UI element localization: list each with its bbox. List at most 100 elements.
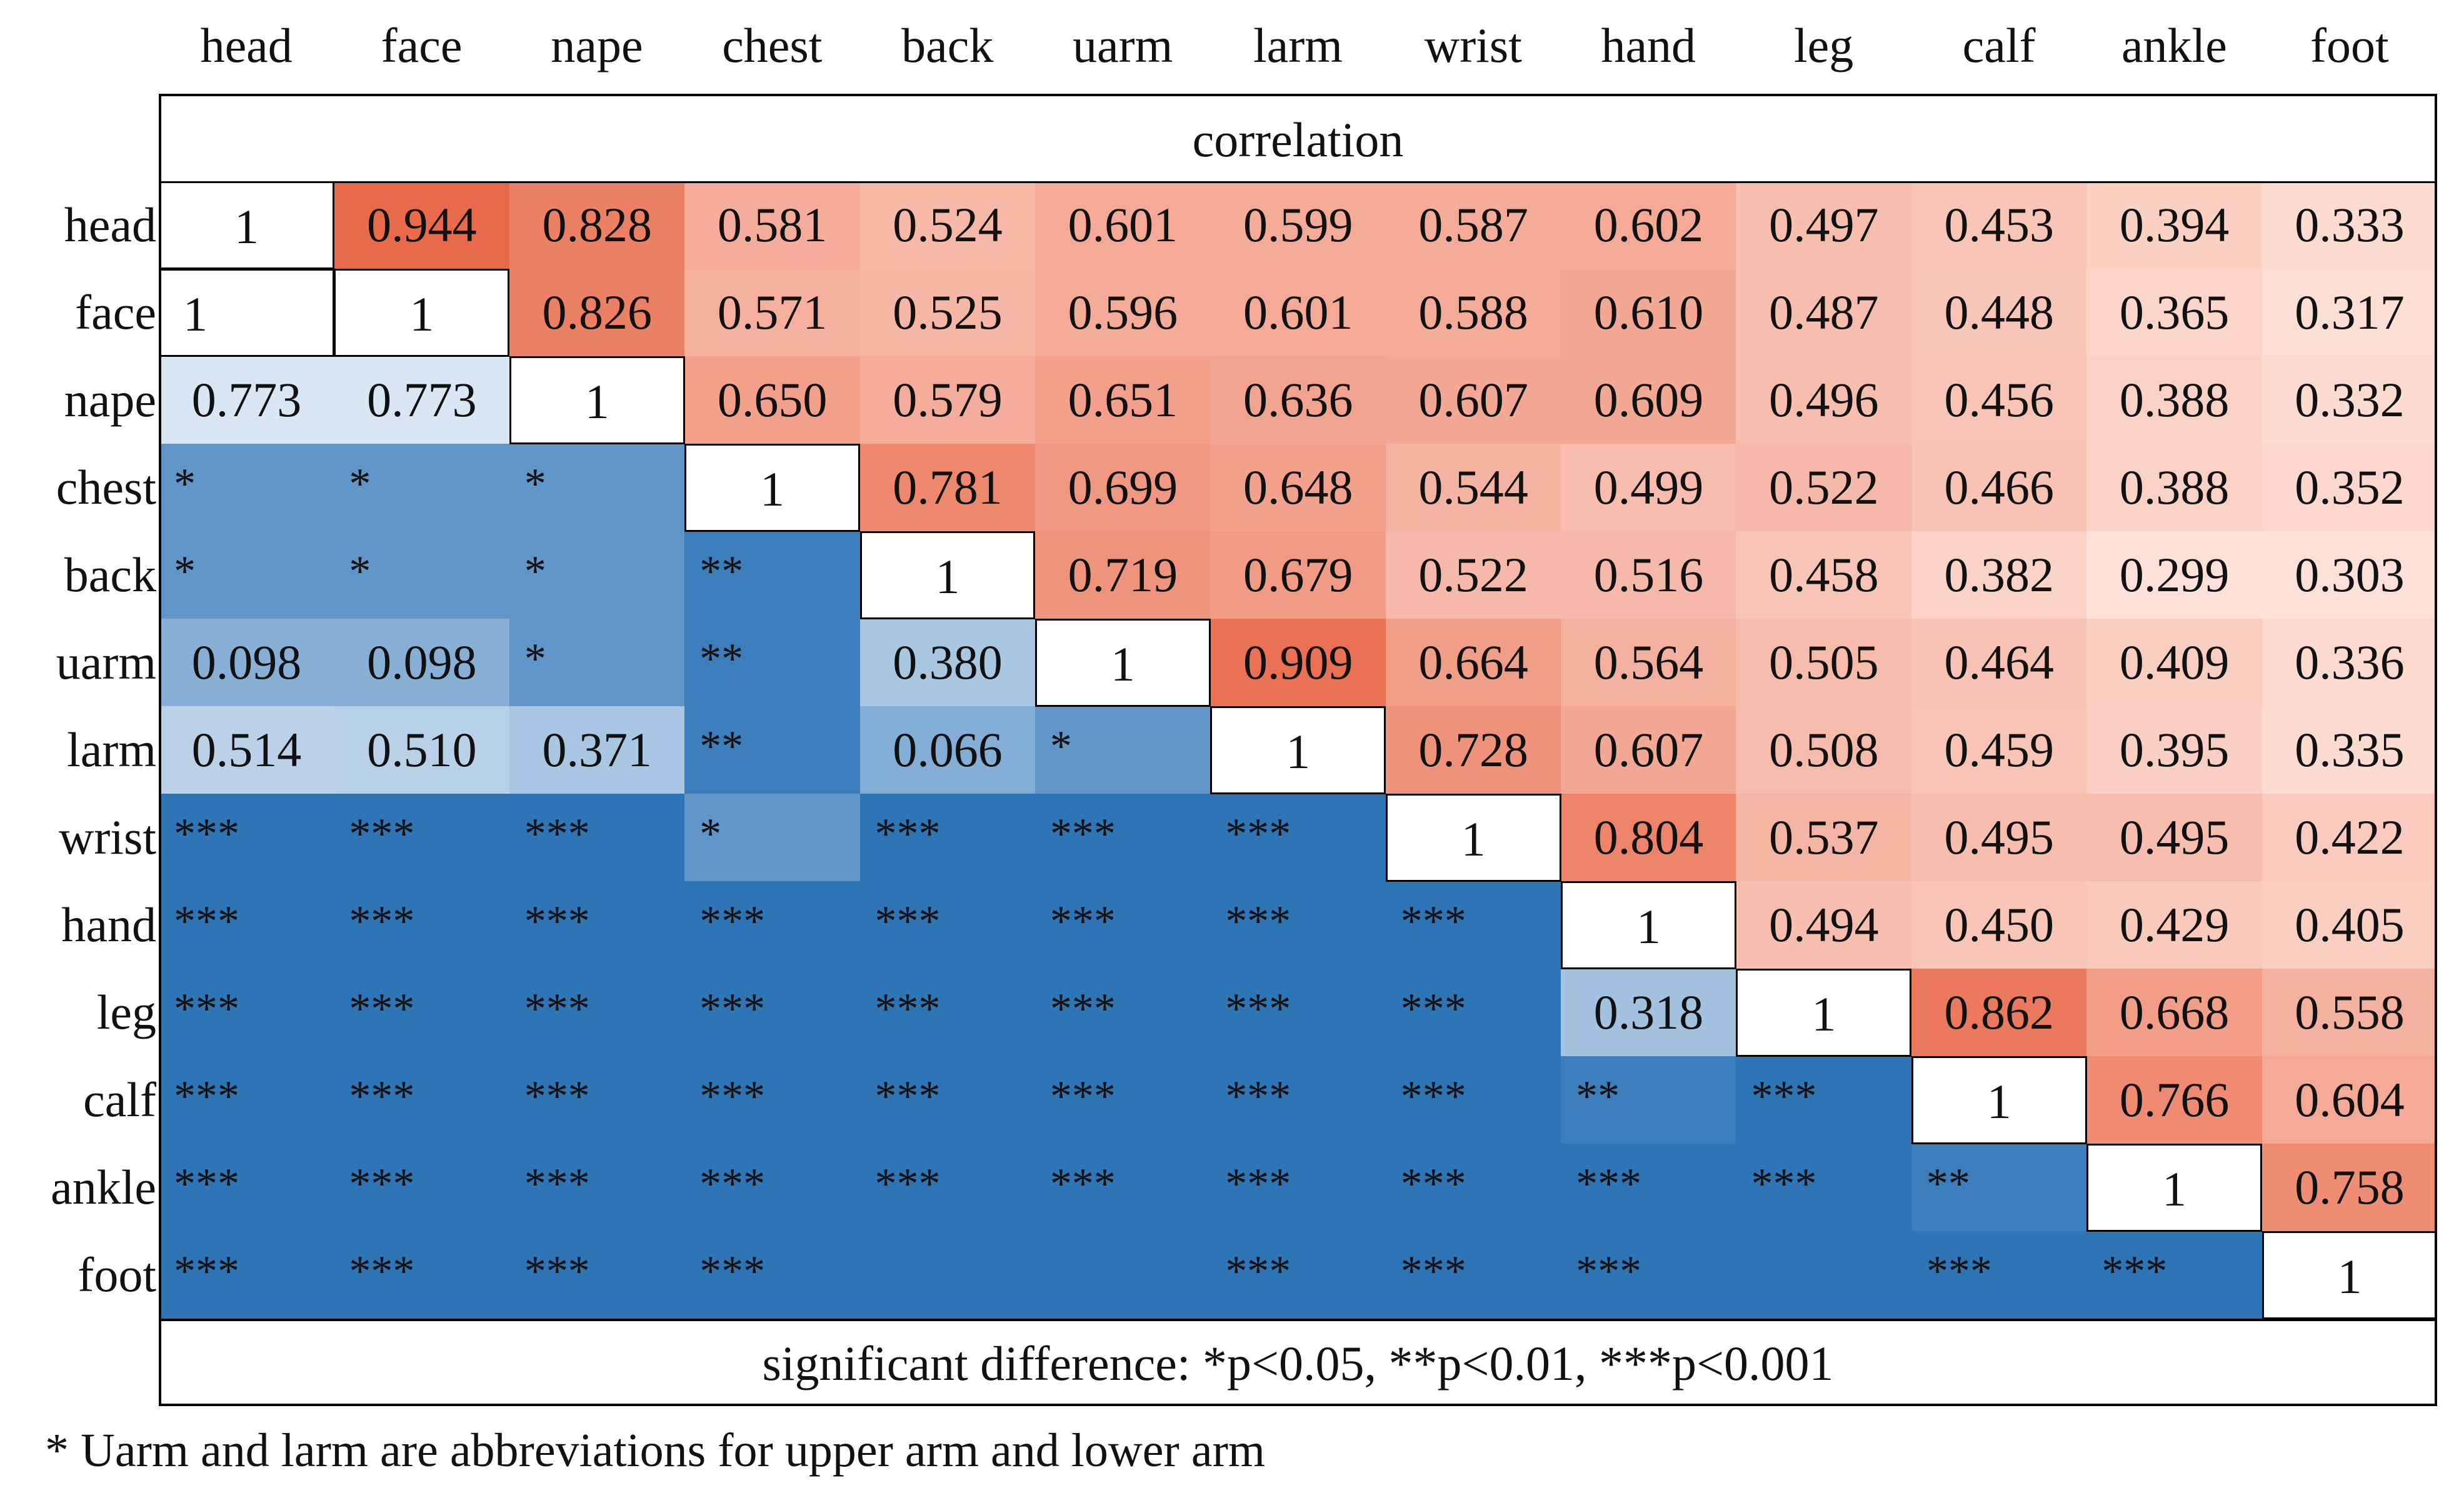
cell-head-head: 1 [159, 181, 334, 269]
value-label: 0.564 [1593, 635, 1704, 689]
cell-back-uarm: 0.719 [1034, 531, 1211, 619]
cell-chest-larm: 0.648 [1210, 444, 1386, 532]
cell-calf-calf: 1 [1911, 1056, 2087, 1144]
value-label: 1 [2337, 1249, 2362, 1304]
significance-mark: * [524, 547, 546, 596]
significance-mark: *** [349, 1160, 415, 1208]
value-label: 0.394 [2119, 197, 2230, 252]
significance-mark: * [524, 635, 546, 683]
cell-back-hand: 0.516 [1561, 531, 1736, 619]
cell-face-nape: 0.826 [509, 269, 685, 357]
cell-nape-larm: 0.636 [1210, 356, 1386, 444]
value-label: 0.332 [2295, 372, 2405, 427]
value-label: 0.944 [367, 197, 477, 252]
significance-mark: * [174, 460, 196, 508]
significance-mark: *** [1576, 1247, 1642, 1296]
value-label: 0.496 [1769, 372, 1879, 427]
row-label-leg: leg [96, 985, 156, 1039]
value-label: 1 [183, 287, 208, 341]
cell-calf-nape: *** [509, 1056, 685, 1144]
cell-foot-foot: 1 [2261, 1231, 2438, 1319]
value-label: 0.650 [717, 372, 828, 427]
value-label: 0.604 [2295, 1072, 2405, 1127]
cell-wrist-leg: 0.537 [1736, 794, 1912, 882]
cell-larm-back: 0.066 [859, 706, 1036, 794]
cell-hand-larm: *** [1210, 881, 1386, 969]
significance-legend: significant difference: *p<0.05, **p<0.0… [159, 1319, 2437, 1406]
cell-face-larm: 0.601 [1210, 269, 1386, 357]
value-label: 0.459 [1944, 722, 2055, 777]
cell-ankle-calf: ** [1911, 1144, 2087, 1232]
value-label: 0.422 [2295, 810, 2405, 864]
cell-head-wrist: 0.587 [1385, 181, 1561, 269]
significance-mark: *** [349, 1072, 415, 1121]
cell-nape-wrist: 0.607 [1385, 356, 1561, 444]
row-label-back: back [64, 547, 156, 602]
row-label-calf: calf [83, 1072, 156, 1127]
significance-mark: *** [874, 810, 941, 858]
significance-mark: *** [1225, 1072, 1291, 1121]
value-label: 0.587 [1418, 197, 1528, 252]
cell-nape-head: 0.773 [159, 356, 334, 444]
cell-larm-leg: 0.508 [1736, 706, 1912, 794]
cell-leg-leg: 1 [1736, 969, 1912, 1057]
cell-head-larm: 0.599 [1210, 181, 1386, 269]
value-label: 0.516 [1593, 547, 1704, 602]
significance-mark: ** [699, 635, 744, 683]
value-label: 0.429 [2119, 897, 2230, 952]
cell-foot-hand: *** [1561, 1231, 1736, 1319]
cell-foot-head: *** [159, 1231, 334, 1319]
value-label: 0.609 [1593, 372, 1704, 427]
significance-mark: ** [1926, 1160, 1970, 1208]
cell-larm-head: 0.514 [159, 706, 334, 794]
value-label: 0.466 [1944, 460, 2055, 514]
cell-ankle-foot: 0.758 [2261, 1144, 2438, 1232]
value-label: 0.299 [2119, 547, 2230, 602]
significance-mark: *** [349, 810, 415, 858]
cell-leg-nape: *** [509, 969, 685, 1057]
cell-larm-chest: ** [684, 706, 861, 794]
value-label: 0.335 [2295, 722, 2405, 777]
cell-calf-face: *** [334, 1056, 510, 1144]
cell-wrist-back: *** [859, 794, 1036, 882]
row-label-chest: chest [56, 460, 156, 514]
value-label: 0.588 [1418, 285, 1528, 339]
cell-ankle-ankle: 1 [2086, 1144, 2263, 1232]
cell-head-uarm: 0.601 [1034, 181, 1211, 269]
cell-ankle-head: *** [159, 1144, 334, 1232]
cell-hand-uarm: *** [1034, 881, 1211, 969]
cell-back-head: * [159, 531, 334, 619]
cell-wrist-hand: 0.804 [1561, 794, 1736, 882]
cell-uarm-face: 0.098 [334, 619, 510, 707]
value-label: 0.098 [191, 635, 302, 689]
significance-mark: *** [699, 1072, 766, 1121]
significance-mark: *** [699, 897, 766, 946]
value-label: 0.458 [1769, 547, 1879, 602]
row-label-uarm: uarm [56, 635, 156, 689]
significance-mark: *** [524, 1247, 590, 1296]
value-label: 0.495 [1944, 810, 2055, 864]
value-label: 0.610 [1593, 285, 1704, 339]
value-label: 0.388 [2119, 460, 2230, 514]
significance-mark: *** [524, 1160, 590, 1208]
cell-foot-nape: *** [509, 1231, 685, 1319]
significance-mark: *** [874, 1160, 941, 1208]
value-label: 0.773 [191, 372, 302, 427]
cell-ankle-wrist: *** [1385, 1144, 1561, 1232]
cell-wrist-calf: 0.495 [1911, 794, 2087, 882]
cell-wrist-nape: *** [509, 794, 685, 882]
cell-foot-leg [1736, 1231, 1912, 1319]
cell-hand-ankle: 0.429 [2086, 881, 2263, 969]
significance-mark: *** [174, 1072, 239, 1121]
cell-foot-face: *** [334, 1231, 510, 1319]
cell-chest-back: 0.781 [859, 444, 1036, 532]
cell-head-hand: 0.602 [1561, 181, 1736, 269]
cell-foot-chest: *** [684, 1231, 861, 1319]
value-label: 0.066 [893, 722, 1003, 777]
significance-mark: *** [174, 985, 239, 1033]
cell-calf-back: *** [859, 1056, 1036, 1144]
value-label: 0.453 [1944, 197, 2055, 252]
row-label-head: head [64, 197, 156, 252]
value-label: 0.596 [1068, 285, 1178, 339]
value-label: 0.601 [1068, 197, 1178, 252]
